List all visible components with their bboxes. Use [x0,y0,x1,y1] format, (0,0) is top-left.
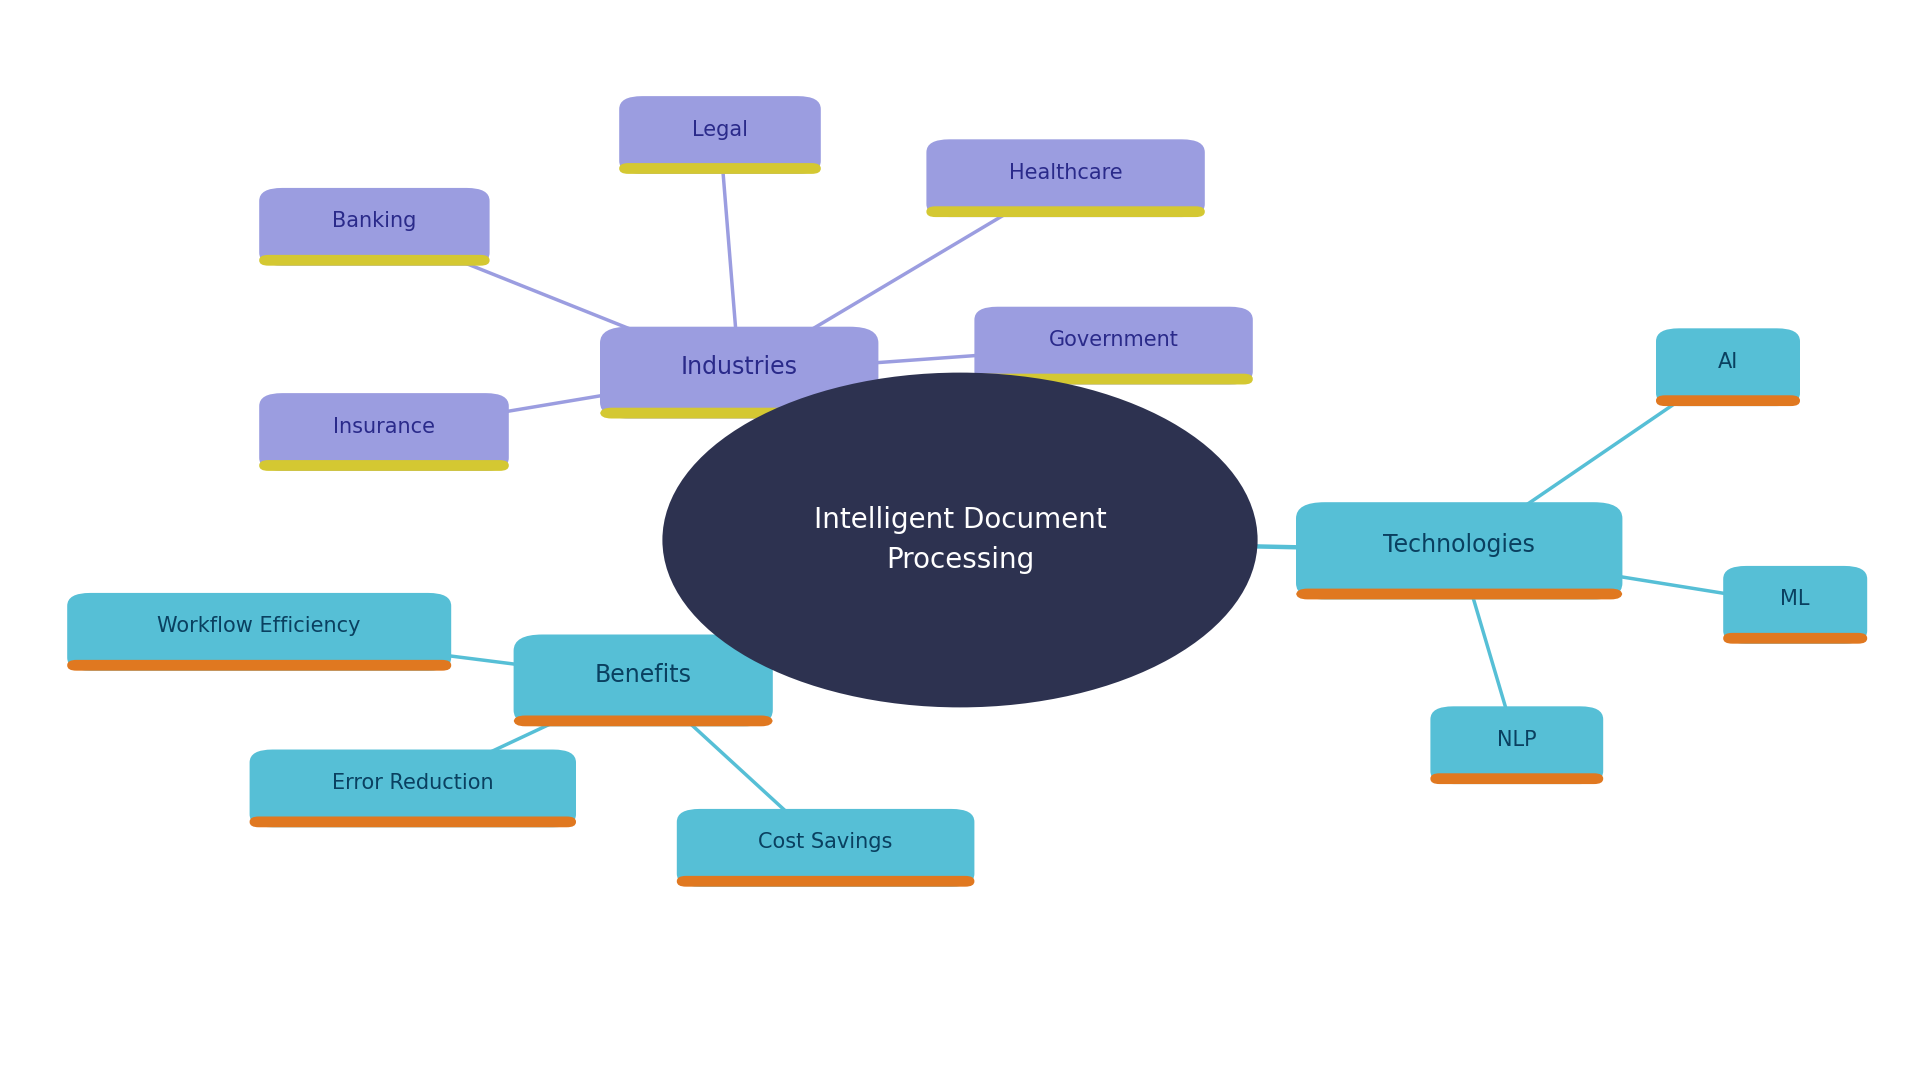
Text: ML: ML [1780,590,1811,609]
Text: Workflow Efficiency: Workflow Efficiency [157,617,361,636]
FancyBboxPatch shape [1296,589,1622,599]
FancyBboxPatch shape [259,460,509,471]
FancyBboxPatch shape [1430,773,1603,784]
FancyBboxPatch shape [927,206,1206,217]
FancyBboxPatch shape [1655,328,1801,406]
FancyBboxPatch shape [515,634,772,726]
Text: Industries: Industries [682,355,797,379]
FancyBboxPatch shape [676,876,973,887]
Text: Healthcare: Healthcare [1008,163,1123,183]
Text: Government: Government [1048,330,1179,350]
FancyBboxPatch shape [515,715,772,726]
Text: Legal: Legal [691,120,749,139]
Text: Error Reduction: Error Reduction [332,773,493,793]
FancyBboxPatch shape [599,326,879,418]
FancyBboxPatch shape [1296,502,1622,599]
FancyBboxPatch shape [1430,706,1603,784]
FancyBboxPatch shape [973,307,1252,384]
Text: NLP: NLP [1498,730,1536,750]
Text: Banking: Banking [332,212,417,231]
FancyBboxPatch shape [259,255,490,266]
FancyBboxPatch shape [927,139,1206,217]
FancyBboxPatch shape [676,809,973,887]
FancyBboxPatch shape [67,660,451,671]
Text: Intelligent Document
Processing: Intelligent Document Processing [814,507,1106,573]
FancyBboxPatch shape [259,393,509,471]
FancyBboxPatch shape [1724,633,1866,644]
FancyBboxPatch shape [973,374,1252,384]
Text: Cost Savings: Cost Savings [758,833,893,852]
FancyBboxPatch shape [259,188,490,266]
FancyBboxPatch shape [618,96,822,174]
FancyBboxPatch shape [599,407,879,418]
FancyBboxPatch shape [1655,395,1801,406]
FancyBboxPatch shape [67,593,451,671]
Text: Insurance: Insurance [332,417,436,436]
Text: Benefits: Benefits [595,663,691,687]
FancyBboxPatch shape [250,816,576,827]
FancyBboxPatch shape [250,750,576,827]
FancyBboxPatch shape [1724,566,1866,644]
Text: Technologies: Technologies [1382,534,1536,557]
Circle shape [662,373,1258,707]
FancyBboxPatch shape [618,163,822,174]
Text: AI: AI [1718,352,1738,372]
